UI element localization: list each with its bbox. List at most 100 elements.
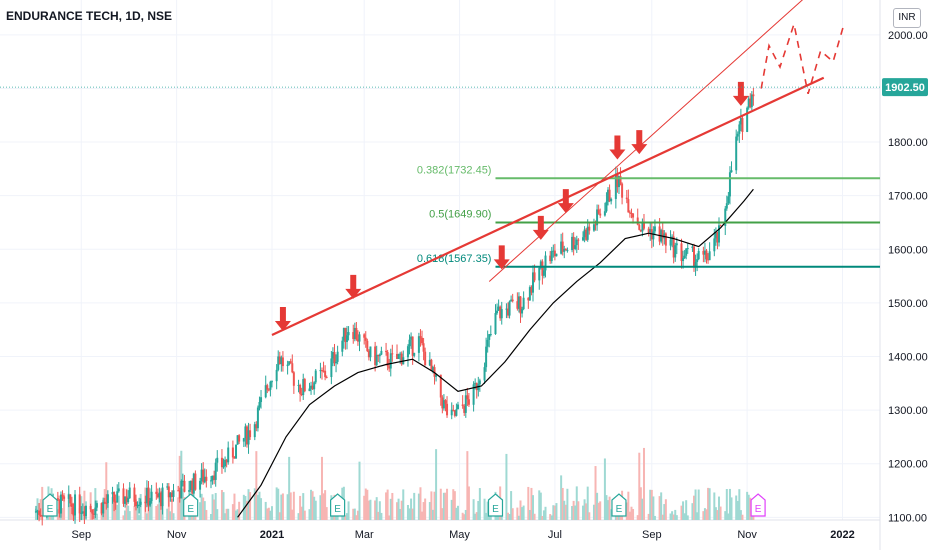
candle-body [116,491,119,503]
candle-body [496,310,499,314]
volume-bar [553,505,556,520]
candle-body [642,221,645,229]
volume-bar [485,512,488,520]
candle-body [417,336,420,353]
volume-bar [519,500,522,520]
candles [34,87,755,526]
candle-body [270,381,273,383]
candle-body [397,354,400,359]
candle-body [38,510,41,515]
volume-bar [369,499,372,520]
candle-body [428,359,431,366]
candle-body [736,133,739,137]
volume-bar [210,513,213,520]
volume-bar [464,509,467,520]
volume-bar [41,486,44,520]
candle-body [708,251,711,261]
volume-bar [114,500,117,520]
candle-body [213,475,216,480]
volume-bar [603,458,606,520]
candle-body [455,409,458,416]
volume-bar [527,486,530,520]
candle-body [391,353,394,355]
volume-bar [550,515,553,520]
candle-body [227,447,230,463]
candle-body [374,346,377,366]
volume-bar [386,489,389,520]
volume-bar [542,510,545,520]
candle-body [200,469,203,481]
volume-bar [325,507,328,520]
candle-body [325,376,328,378]
volume-bar [560,475,563,520]
candle-body [189,480,192,491]
volume-bar [156,504,159,520]
volume-bar [478,488,481,520]
candle-body [331,352,334,359]
candle-body [113,492,116,502]
volume-bar [105,462,108,520]
candle-body [341,340,344,352]
candle-body [156,493,159,498]
candle-body [313,382,316,390]
projection-path [760,20,845,95]
volume-bar [428,502,431,520]
volume-bar [477,501,480,520]
volume-bar [410,498,413,520]
candle-body [302,379,305,396]
volume-bar [103,489,106,520]
candle-body [408,339,411,347]
volume-bar [275,487,278,520]
candle-body [59,494,62,514]
moving-average-line [237,188,754,518]
volume-bar [302,493,305,520]
candle-body [571,236,574,251]
candle-body [244,426,247,439]
volume-bar [345,513,348,520]
volume-bar [300,506,303,520]
candle-body [205,476,208,481]
candle-body [311,385,314,390]
volume-bar [202,497,205,520]
candle-body [36,510,39,512]
candle-body [260,397,263,403]
candle-body [636,217,639,225]
candle-body [34,511,37,513]
volume-bar [702,511,705,520]
candle-body [628,212,631,214]
volume-bar [533,513,536,520]
volume-bar [669,513,672,520]
volume-bar [463,514,466,520]
volume-bar [430,491,433,520]
currency-button[interactable]: INR [893,8,921,28]
volume-bar [555,503,558,520]
candle-body [422,343,425,352]
volume-bar [225,508,228,520]
candle-body [58,499,61,514]
volume-bar [56,509,59,520]
volume-bar [539,492,542,520]
candle-body [352,332,355,340]
candle-body [80,512,83,514]
candle-body [649,229,652,233]
volume-bar [181,488,184,520]
candle-body [264,385,267,398]
volume-bar [588,512,591,520]
candle-body [299,384,302,394]
candle-body [747,98,750,108]
candle-body [705,250,708,260]
candle-body [453,410,456,416]
volume-bar [231,504,234,520]
volume-bar [638,452,641,520]
candle-body [727,196,730,204]
y-tick-label: 1800.00 [888,137,928,149]
candle-body [533,272,536,281]
candle-body [410,336,413,340]
volume-bar [749,497,752,520]
x-tick-label: 2022 [830,529,854,541]
candle-body [377,354,380,357]
volume-bar [441,508,444,520]
candle-body [367,351,370,358]
volume-bar [719,506,722,520]
